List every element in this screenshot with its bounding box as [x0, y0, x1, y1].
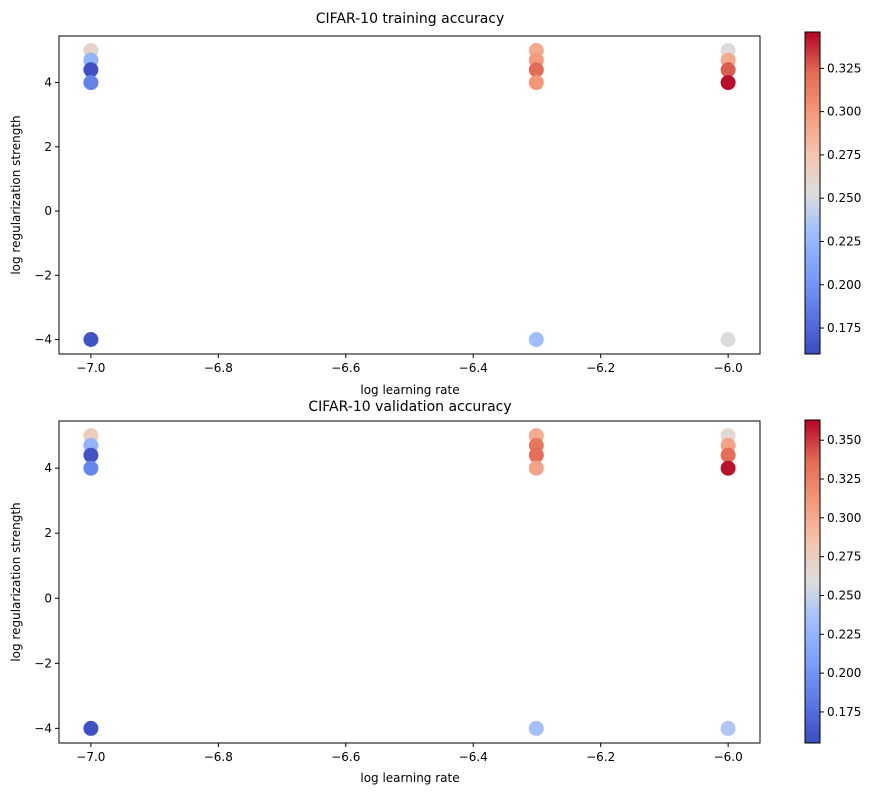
colorbar-tick-label: 0.225: [827, 234, 861, 248]
x-axis-title: log learning rate: [360, 383, 459, 397]
scatter-point: [83, 75, 99, 91]
colorbar-tick-label: 0.275: [827, 550, 861, 564]
y-axis-title: log regularization strength: [9, 502, 23, 661]
colorbar-ticks: 0.175 0.200 0.225 0.250 0.275 0.300 0.325 0.350: [820, 433, 861, 719]
x-tick-label: −7.0: [76, 750, 105, 764]
scatter-point: [528, 332, 544, 347]
chart-title: CIFAR-10 training accuracy: [316, 11, 505, 27]
y-tick-label: 4: [44, 461, 52, 475]
scatter-point: [83, 332, 99, 347]
scatter-point: [528, 62, 544, 78]
scatter-point: [720, 62, 736, 78]
colorbar-ticks: 0.175 0.200 0.225 0.250 0.275 0.300 0.325: [820, 61, 861, 335]
x-tick-label: −6.0: [714, 750, 743, 764]
x-tick-label: −7.0: [76, 361, 105, 375]
y-tick-label: 4: [44, 76, 52, 90]
x-axis-ticks: −7.0 −6.8 −6.6 −6.4 −6.2 −6.0: [76, 743, 743, 764]
scatter-point: [720, 720, 736, 736]
scatter-point: [720, 460, 736, 476]
colorbar-tick-label: 0.275: [827, 148, 861, 162]
x-tick-label: −6.2: [586, 361, 615, 375]
scatter-point: [83, 447, 99, 463]
scatter-point: [720, 75, 736, 91]
y-axis-title: log regularization strength: [9, 115, 23, 274]
x-tick-label: −6.8: [204, 750, 233, 764]
colorbar-tick-label: 0.200: [827, 666, 861, 680]
scatter-point: [720, 332, 736, 347]
scatter-point: [528, 447, 544, 463]
x-tick-label: −6.6: [331, 361, 360, 375]
scatter-point: [83, 460, 99, 476]
x-tick-label: −6.6: [331, 750, 360, 764]
colorbar-tick-label: 0.325: [827, 61, 861, 75]
x-tick-label: −6.8: [204, 361, 233, 375]
colorbar: 0.175 0.200 0.225 0.250 0.275 0.300 0.325: [804, 31, 861, 355]
scatter-point: [528, 720, 544, 736]
colorbar-tick-label: 0.175: [827, 705, 861, 719]
scatter-point: [528, 460, 544, 476]
colorbar-tick-label: 0.300: [827, 105, 861, 119]
x-tick-label: −6.0: [714, 361, 743, 375]
colorbar-tick-label: 0.225: [827, 627, 861, 641]
scatter-marks: [83, 428, 736, 736]
plot-frame: [58, 420, 761, 744]
colorbar: 0.175 0.200 0.225 0.250 0.275 0.300 0.325 0.350: [804, 419, 861, 744]
scatter-point: [528, 75, 544, 91]
scatter-point: [83, 720, 99, 736]
y-tick-label: −4: [34, 721, 52, 735]
scatter-point: [83, 62, 99, 78]
y-tick-label: −2: [34, 268, 52, 282]
plot-frame: [58, 35, 761, 355]
colorbar-tick-label: 0.200: [827, 278, 861, 292]
y-tick-label: 0: [44, 204, 52, 218]
colorbar-tick-label: 0.300: [827, 511, 861, 525]
chart-panel-training: CIFAR-10 training accuracy −7.0 −6.8 −6.6−…: [9, 11, 861, 397]
x-tick-label: −6.4: [459, 361, 488, 375]
x-tick-label: −6.4: [459, 750, 488, 764]
colorbar-gradient: [804, 31, 821, 355]
y-tick-label: 2: [44, 526, 52, 540]
colorbar-tick-label: 0.325: [827, 472, 861, 486]
scatter-marks: [83, 43, 736, 347]
chart-title: CIFAR-10 validation accuracy: [308, 399, 511, 415]
y-axis-ticks: −4 −2 0 2 4: [34, 461, 59, 735]
colorbar-tick-label: 0.250: [827, 588, 861, 602]
colorbar-tick-label: 0.250: [827, 191, 861, 205]
y-tick-label: −4: [34, 333, 52, 347]
y-tick-label: 0: [44, 591, 52, 605]
x-axis-title: log learning rate: [360, 771, 459, 785]
colorbar-tick-label: 0.175: [827, 321, 861, 335]
colorbar-tick-label: 0.350: [827, 433, 861, 447]
chart-panel-validation: CIFAR-10 validation accuracy −7.0 −6.8 −6.…: [9, 399, 861, 785]
x-tick-label: −6.2: [586, 750, 615, 764]
scatter-point: [720, 447, 736, 463]
y-tick-label: −2: [34, 656, 52, 670]
y-axis-ticks: −4 −2 0 2 4: [34, 76, 59, 347]
colorbar-gradient: [804, 419, 821, 744]
x-axis-ticks: −7.0 −6.8 −6.6 −6.4 −6.2 −6.0: [76, 354, 743, 375]
y-tick-label: 2: [44, 140, 52, 154]
